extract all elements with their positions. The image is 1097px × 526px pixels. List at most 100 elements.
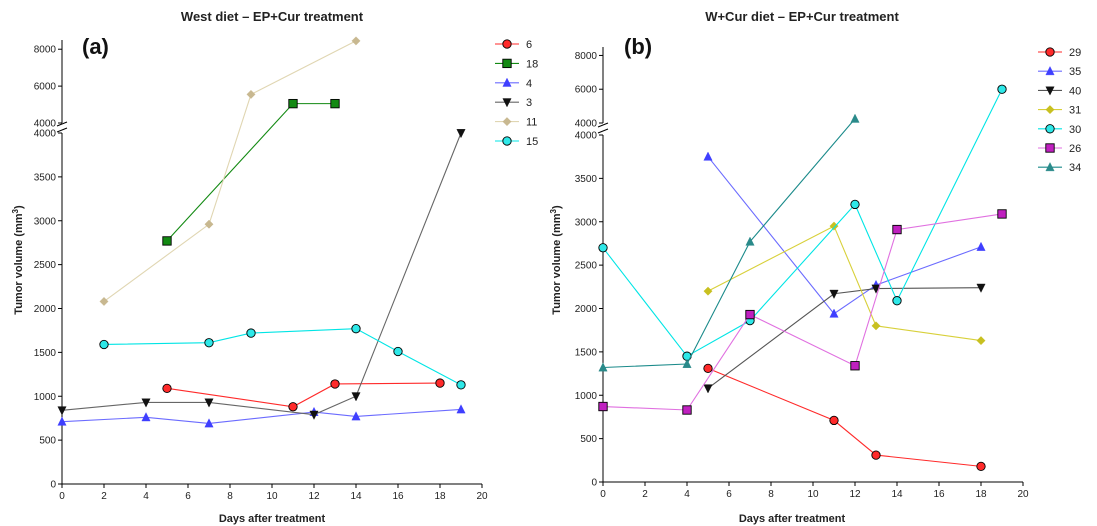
data-point [351,392,361,402]
axes: 0 2 4 6 8 10 12 14 16 18 20 0 500 1000 1500 2000 2500 300… [575,47,1029,500]
legend-item: 18 [495,58,538,70]
legend-marker [1045,124,1055,134]
y-tick-label: 4000 [34,119,57,130]
legend-item: 40 [1038,85,1081,97]
data-point [204,398,214,408]
data-point [871,321,881,331]
data-point [309,410,319,420]
data-point [393,346,403,357]
x-tick-label: 8 [768,489,774,500]
data-point [976,336,986,346]
data-point [850,361,860,371]
data-point [351,36,361,46]
legend-item: 31 [1038,105,1081,117]
data-point [204,338,214,348]
data-point [871,450,881,460]
y-axis-label-close: ) [13,205,25,209]
x-tick-label: 14 [891,489,903,500]
y-tick-label: 3000 [575,217,598,228]
legend-label: 29 [1069,47,1081,59]
data-point [204,219,214,229]
y-tick-label: 6000 [34,82,57,93]
legend-label: 11 [526,117,537,129]
legend-marker [502,58,512,69]
y-axis-label-superscript: 3 [549,208,558,213]
x-tick-label: 4 [684,489,690,500]
series-line [707,156,982,315]
series-15 [99,324,466,390]
data-point [351,411,361,421]
x-tick-label: 6 [185,491,191,502]
data-point [246,89,256,99]
series-6 [162,378,445,412]
y-tick-label: 0 [591,478,597,489]
axis-break-mark [56,121,68,127]
x-tick-label: 16 [392,491,404,502]
y-tick-label: 8000 [575,51,598,62]
data-point [456,404,466,414]
series-line [103,40,357,302]
series-34 [598,113,860,372]
axis-break-mark [597,128,609,134]
data-point [976,283,986,293]
data-point [976,241,986,251]
legend-marker [502,98,512,108]
data-point [829,289,839,299]
series-layer [598,84,1007,472]
y-tick-label: 4000 [575,131,598,142]
axis-break-mark [56,127,68,133]
data-point [829,415,839,426]
data-point [598,401,608,412]
data-point [703,151,713,161]
series-29 [703,363,986,472]
x-tick-label: 12 [849,489,861,500]
data-point [435,378,445,388]
y-tick-label: 8000 [34,45,57,56]
y-tick-label: 1000 [575,391,598,402]
legend-item: 30 [1038,124,1081,136]
x-tick-label: 8 [227,491,233,502]
y-axis-label-superscript: 3 [11,208,20,213]
legend-item: 35 [1038,66,1081,78]
legend-label: 3 [526,97,532,109]
y-tick-label: 3500 [575,174,598,185]
panel-b-chart: W+Cur diet – EP+Cur treatment (b) Days a… [549,9,1082,525]
data-point [141,412,151,422]
y-tick-label: 4000 [34,129,57,140]
legend-marker [502,117,512,127]
series-line [707,225,982,342]
series-line [707,367,982,467]
y-axis-label-main: Tumor volume (mm [551,213,563,314]
x-tick-label: 0 [59,491,65,502]
series-line [61,408,462,425]
y-axis-label: Tumor volume (mm3) [549,205,564,315]
legend-label: 34 [1069,162,1081,174]
legend-marker [1045,105,1055,115]
y-tick-label: 2000 [575,304,598,315]
legend-label: 4 [526,78,532,90]
data-point [99,296,109,306]
data-point [829,221,839,231]
x-tick-label: 2 [101,491,107,502]
data-point [997,84,1007,94]
y-tick-label: 1500 [34,348,57,359]
data-point [162,383,172,394]
legend-marker [1045,162,1055,172]
y-tick-label: 1500 [575,347,598,358]
series-line [602,118,856,369]
y-tick-label: 4000 [575,119,598,130]
x-tick-label: 10 [807,489,819,500]
data-point [745,309,755,320]
series-18 [162,98,340,246]
x-axis-label: Days after treatment [219,513,326,525]
legend-item: 34 [1038,162,1081,174]
data-point [330,379,340,389]
y-tick-label: 500 [39,436,56,447]
data-point [850,113,860,123]
series-line [602,88,1003,357]
x-tick-label: 0 [600,489,606,500]
data-point [892,224,902,235]
data-point [829,308,839,318]
y-tick-label: 6000 [575,85,598,96]
series-line [103,328,462,386]
